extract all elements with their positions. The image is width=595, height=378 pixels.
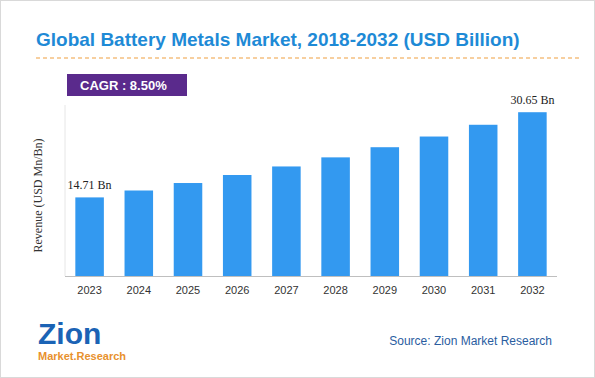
- logo-name: Zion: [38, 317, 101, 350]
- bar: [125, 191, 154, 277]
- data-label: 30.65 Bn: [510, 93, 554, 107]
- x-tick-label: 2027: [274, 284, 298, 296]
- bar: [371, 147, 400, 276]
- x-tick-label: 2023: [77, 284, 101, 296]
- bar: [518, 112, 547, 276]
- y-axis-line: [65, 105, 66, 276]
- bar: [321, 157, 350, 276]
- x-axis-line: [65, 276, 557, 277]
- bar: [223, 175, 252, 276]
- bar: [174, 183, 203, 276]
- title: Global Battery Metals Market, 2018-2032 …: [36, 29, 520, 50]
- x-tick-label: 2024: [127, 284, 151, 296]
- bar: [469, 125, 498, 276]
- chart-svg: Global Battery Metals Market, 2018-2032 …: [0, 0, 595, 378]
- frame: [1, 1, 595, 378]
- bar: [272, 166, 301, 276]
- data-label: 14.71 Bn: [68, 178, 112, 192]
- x-tick-label: 2029: [373, 284, 397, 296]
- bars: [75, 112, 546, 276]
- bar: [75, 197, 104, 276]
- source: Source: Zion Market Research: [389, 334, 552, 348]
- x-tick-label: 2026: [225, 284, 249, 296]
- x-tick-label: 2030: [422, 284, 446, 296]
- x-tick-label: 2025: [176, 284, 200, 296]
- annotation-box: [67, 74, 187, 96]
- chart-root: Global Battery Metals Market, 2018-2032 …: [0, 0, 595, 378]
- annotation: CAGR : 8.50%: [80, 78, 167, 93]
- bar: [420, 137, 449, 276]
- x-tick-label: 2028: [323, 284, 347, 296]
- title-rule: [36, 57, 582, 58]
- logo-tagline: Market.Research: [38, 350, 126, 362]
- y-axis-label: Revenue (USD Mn/Bn): [31, 139, 45, 253]
- x-tick-label: 2032: [520, 284, 544, 296]
- x-tick-label: 2031: [471, 284, 495, 296]
